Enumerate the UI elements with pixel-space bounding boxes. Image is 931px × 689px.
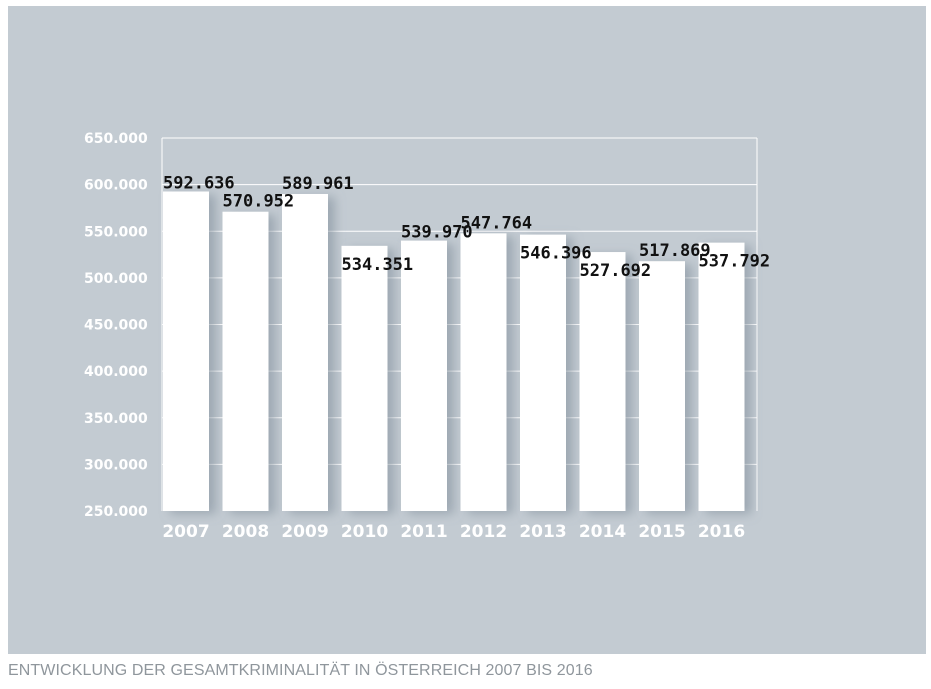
x-axis-category-labels: 2007 2008 2009 2010 2011 2012 2013 2014 2015 2016 xyxy=(162,522,745,542)
x-tick-label: 2013 xyxy=(519,522,566,542)
bar-2007 xyxy=(163,191,209,511)
data-label: 546.396 xyxy=(520,244,592,264)
bars xyxy=(163,191,745,512)
bar-2012 xyxy=(460,233,507,511)
bar-2013 xyxy=(520,234,566,512)
y-tick-label: 450.000 xyxy=(84,318,148,334)
bar-2008 xyxy=(222,211,269,511)
y-tick-label: 350.000 xyxy=(84,411,148,427)
chart-panel: 250.000 300.000 350.000 400.000 450.000 500.0… xyxy=(8,6,926,654)
y-tick-label: 600.000 xyxy=(84,178,148,194)
data-label: 534.351 xyxy=(342,255,414,275)
data-label: 570.952 xyxy=(223,192,295,212)
data-label: 589.961 xyxy=(282,174,354,194)
bar-2009 xyxy=(282,193,328,511)
y-tick-label: 550.000 xyxy=(84,224,148,240)
bar-2011 xyxy=(401,240,447,512)
y-tick-label: 250.000 xyxy=(84,504,148,520)
x-tick-label: 2016 xyxy=(698,522,745,542)
y-tick-label: 650.000 xyxy=(84,131,148,147)
x-tick-label: 2009 xyxy=(281,522,328,542)
x-tick-label: 2012 xyxy=(460,522,507,542)
chart-caption: ENTWICKLUNG DER GESAMTKRIMINALITÄT IN ÖS… xyxy=(8,662,593,679)
data-label: 527.692 xyxy=(580,261,652,281)
x-tick-label: 2008 xyxy=(222,522,269,542)
y-tick-label: 400.000 xyxy=(84,364,148,380)
x-tick-label: 2010 xyxy=(341,522,388,542)
bar-2010 xyxy=(341,245,388,511)
y-tick-label: 500.000 xyxy=(84,271,148,287)
y-tick-label: 300.000 xyxy=(84,457,148,473)
x-tick-label: 2007 xyxy=(162,522,209,542)
x-tick-label: 2011 xyxy=(400,522,447,542)
y-axis-tick-labels: 250.000 300.000 350.000 400.000 450.000 500.0… xyxy=(84,131,148,520)
bar-2015 xyxy=(639,261,685,511)
data-label: 592.636 xyxy=(163,173,235,193)
bar-2016 xyxy=(698,242,745,511)
data-label: 517.869 xyxy=(639,241,711,261)
data-label: 547.764 xyxy=(461,213,533,233)
x-tick-label: 2015 xyxy=(638,522,685,542)
bar-2014 xyxy=(579,252,626,511)
data-label: 537.792 xyxy=(699,252,771,272)
x-tick-label: 2014 xyxy=(579,522,626,542)
bar-chart: 250.000 300.000 350.000 400.000 450.000 500.0… xyxy=(84,131,770,542)
data-label: 539.970 xyxy=(401,223,473,243)
